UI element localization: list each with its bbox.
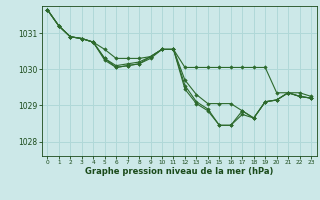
X-axis label: Graphe pression niveau de la mer (hPa): Graphe pression niveau de la mer (hPa) (85, 167, 273, 176)
